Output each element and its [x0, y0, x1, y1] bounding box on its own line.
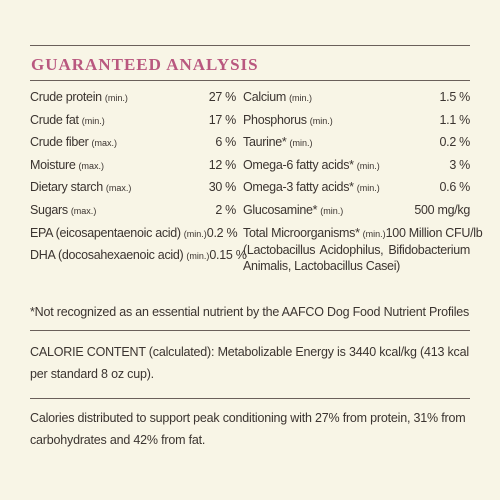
nutrient-value: 0.2 %	[439, 135, 471, 150]
nutrient-name: Crude fat	[30, 112, 79, 127]
left-column: Crude protein (min.) 27 % Crude fat (min.) 17…	[30, 90, 247, 271]
nutrient-row: DHA (docosahexaenoic acid) (min.) 0.15 %	[30, 248, 247, 271]
qualifier: (max.)	[105, 183, 132, 194]
qualifier: (min.)	[356, 160, 380, 171]
qualifier: (min.)	[104, 93, 128, 103]
right-column: Calcium (min.) 1.5 % Phosphorus (min.) 1.1 % T…	[243, 90, 483, 274]
nutrient-name: Calcium	[243, 90, 287, 104]
nutrient-value: 30 %	[208, 180, 237, 195]
nutrient-name: DHA (docosahexaenoic acid)	[30, 248, 184, 263]
nutrient-row: Omega-3 fatty acids* (min.) 0.6 %	[243, 180, 470, 203]
nutrient-name: Omega-6 fatty acids*	[243, 157, 354, 172]
nutrient-row: Calcium (min.) 1.5 %	[243, 90, 470, 113]
calorie-content: CALORIE CONTENT (calculated): Metaboliza…	[30, 345, 469, 381]
nutrient-row: Dietary starch (max.) 30 %	[30, 180, 236, 203]
nutrient-row: Phosphorus (min.) 1.1 %	[243, 113, 470, 136]
nutrient-name: Crude fiber	[30, 135, 89, 150]
nutrient-name: Taurine*	[243, 135, 287, 150]
qualifier: (min.)	[183, 228, 207, 239]
nutrient-value: 27 %	[208, 90, 237, 104]
divider	[30, 398, 470, 399]
nutrient-name: Total Microorganisms*	[243, 225, 360, 240]
nutrient-value: 6 %	[215, 135, 236, 150]
nutrient-row: Omega-6 fatty acids* (min.) 3 %	[243, 158, 470, 181]
qualifier: (min.)	[289, 93, 313, 103]
nutrient-row: EPA (eicosapentaenoic acid) (min.) 0.2 %	[30, 225, 238, 249]
qualifier: (max.)	[78, 160, 105, 171]
nutrient-value: 12 %	[208, 157, 237, 172]
qualifier: (min.)	[289, 138, 313, 149]
qualifier: (max.)	[70, 205, 97, 216]
qualifier: (min.)	[356, 183, 380, 194]
nutrient-row: Total Microorganisms* (min.) 100 Million C…	[243, 225, 483, 249]
nutrient-value: 0.6 %	[439, 180, 471, 195]
calorie-distribution: Calories distributed to support peak con…	[30, 411, 466, 447]
nutrient-value: 0.15 %	[209, 248, 247, 263]
nutrient-row: Glucosamine* (min.) 500 mg/kg	[243, 203, 470, 226]
nutrient-value: 1.5 %	[439, 90, 471, 104]
qualifier: (min.)	[362, 228, 386, 239]
title: GUARANTEED ANALYSIS	[31, 55, 259, 74]
nutrient-name: Sugars	[30, 202, 68, 217]
nutrient-value: 0.2 %	[206, 225, 238, 240]
nutrient-name: Phosphorus	[243, 112, 307, 127]
nutrient-value: 3 %	[449, 157, 470, 172]
nutrient-value: 17 %	[208, 112, 237, 127]
nutrient-value: 2 %	[215, 202, 236, 217]
nutrient-row: Taurine* (min.) 0.2 %	[243, 135, 470, 158]
nutrient-value: 100 Million CFU/lb	[385, 225, 483, 240]
nutrient-detail: (Lactobacillus Acidophilus, Bifidobacter…	[243, 243, 470, 274]
nutrient-name: Omega-3 fatty acids*	[243, 180, 354, 195]
nutrient-row: Sugars (max.) 2 %	[30, 203, 236, 226]
nutrient-name: Crude protein	[30, 90, 102, 104]
qualifier: (min.)	[320, 205, 344, 216]
qualifier: (min.)	[309, 115, 333, 126]
top-rule	[30, 45, 470, 46]
nutrient-value: 500 mg/kg	[414, 202, 470, 217]
nutrient-name: Dietary starch	[30, 180, 103, 195]
title-rule	[30, 80, 470, 81]
nutrient-name: Glucosamine*	[243, 202, 318, 217]
nutrient-row: Moisture (max.) 12 %	[30, 158, 236, 181]
nutrient-name: EPA (eicosapentaenoic acid)	[30, 225, 181, 240]
nutrient-row: Crude fiber (max.) 6 %	[30, 135, 236, 158]
divider	[30, 330, 470, 331]
nutrient-row: Crude protein (min.) 27 %	[30, 90, 236, 113]
qualifier: (min.)	[81, 115, 105, 126]
qualifier: (min.)	[186, 251, 210, 262]
nutrient-row: Crude fat (min.) 17 %	[30, 113, 236, 136]
qualifier: (max.)	[91, 138, 118, 149]
nutrient-value: 1.1 %	[439, 112, 471, 127]
nutrient-name: Moisture	[30, 157, 76, 172]
footnote: *Not recognized as an essential nutrient…	[30, 305, 470, 319]
